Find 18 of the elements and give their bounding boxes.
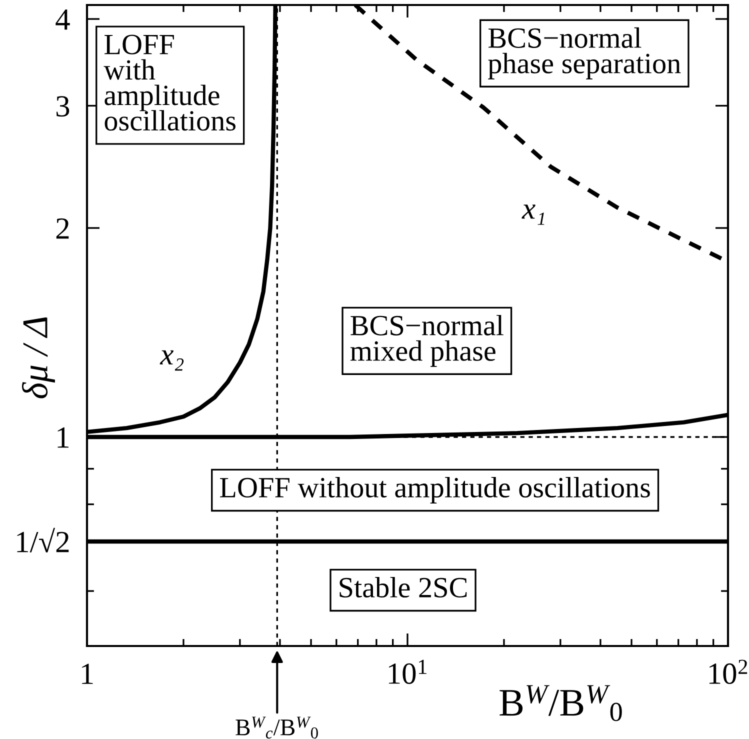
x-tick-label: 10$^{2}$: [709, 660, 748, 684]
y-tick-label: 2: [56, 218, 69, 239]
series-label: x₁: [522, 204, 544, 225]
annotation: LOFF with amplitude oscillations: [104, 34, 236, 131]
x-tick-label: 10$^{1}$: [388, 660, 426, 684]
annotation: BCS−normal mixed phase: [350, 314, 504, 367]
ref-line-label: B$^{W}$$_{c}$/B$^{W}$$_{0}$: [236, 716, 318, 739]
y-tick-label: 1: [58, 427, 68, 448]
x-tick-label: 1: [82, 664, 93, 684]
annotation: Stable 2SC: [340, 577, 467, 598]
x-axis-title: B$^{W}$/B$^{W}$$_{0}$: [500, 685, 622, 722]
annotation: BCS−normal phase separation: [488, 27, 681, 80]
y-tick-label: 4: [56, 9, 70, 30]
series-label: x₂: [160, 350, 184, 371]
y-tick-label: 3: [56, 96, 70, 117]
y-tick-label: 1/√2: [17, 528, 69, 552]
annotation: LOFF without amplitude oscillations: [220, 477, 650, 504]
y-axis-title: δμ / Δ: [22, 317, 55, 398]
